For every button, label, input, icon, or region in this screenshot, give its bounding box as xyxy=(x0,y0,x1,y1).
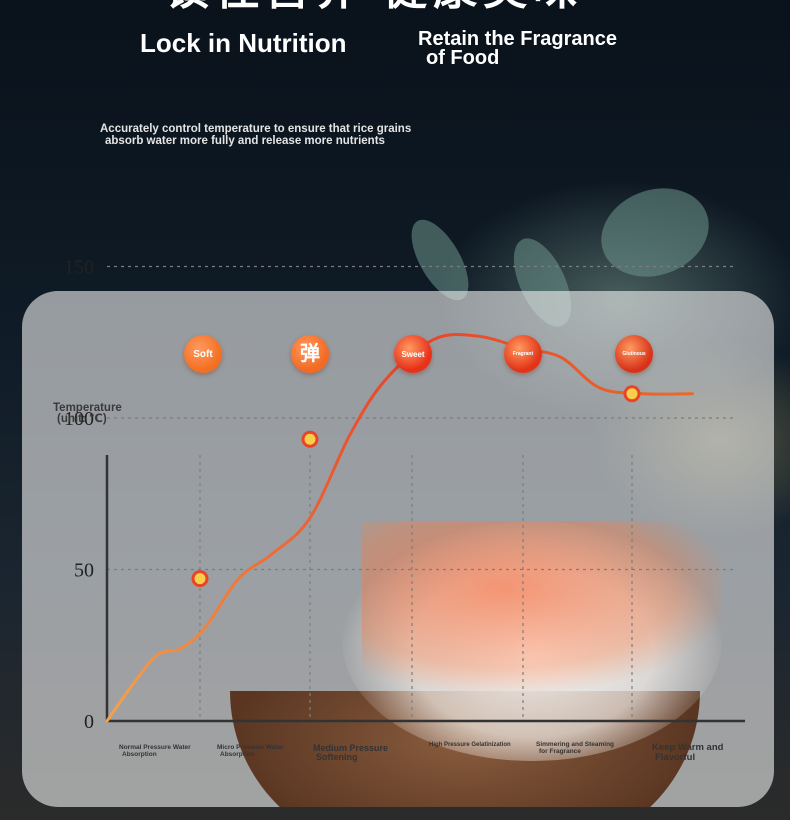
top-title-cropped: 锁住营养 健康美味 xyxy=(165,0,635,10)
description-line-2: absorb water more fully and release more… xyxy=(105,135,385,147)
texture-badge: Fragrant xyxy=(504,335,542,373)
x-stage-label: Micro Pressure Water Absorption xyxy=(217,744,284,758)
texture-badge: Soft xyxy=(184,335,222,373)
x-stage-label-line-2: Absorption xyxy=(122,750,157,758)
x-stage-label: Keep Warm and Flavorful xyxy=(652,743,723,762)
heading-line-1: Retain the Fragrance xyxy=(418,28,617,50)
description: Accurately control temperature to ensure… xyxy=(100,123,520,147)
y-axis-label-line-1: Temperature xyxy=(53,402,122,414)
texture-badge: 弹 xyxy=(291,335,329,373)
data-point xyxy=(626,388,638,400)
y-tick-label: 150 xyxy=(64,257,94,279)
heading-lock-in-nutrition: Lock in Nutrition xyxy=(140,28,347,58)
y-tick-label: 0 xyxy=(84,711,94,733)
x-stage-label-line-1: Medium Pressure xyxy=(313,743,389,753)
x-stage-label-line-2: Absorption xyxy=(220,750,255,758)
temperature-curve xyxy=(105,332,694,723)
data-point xyxy=(194,573,206,585)
x-stage-label-line-1: Micro Pressure Water xyxy=(217,744,284,751)
x-stage-label-line-1: Simmering and Steaming xyxy=(536,741,615,748)
y-tick-label: 100 xyxy=(64,408,94,430)
texture-badge: Sweet xyxy=(394,335,432,373)
x-stage-label-line-1: Normal Pressure Water xyxy=(119,744,191,751)
y-tick-label: 50 xyxy=(74,560,94,582)
x-stage-label: Medium Pressure Softening xyxy=(313,744,388,762)
heat-glow xyxy=(362,521,722,691)
texture-badge: Glutinous xyxy=(615,335,653,373)
y-axis-label-line-2: (unit: ℃) xyxy=(57,413,107,425)
x-stage-label: High Pressure Gelatinization xyxy=(429,742,511,748)
x-stage-label: Simmering and Steaming for Fragrance xyxy=(536,741,615,755)
heading-retain-fragrance: Retain the Fragrance of Food xyxy=(418,28,658,69)
x-stage-label-line-1: Keep Warm and xyxy=(652,742,724,753)
data-point xyxy=(304,433,316,445)
x-stage-label: Normal Pressure Water Absorption xyxy=(119,744,191,758)
y-axis-label: Temperature (unit: ℃) xyxy=(53,402,122,425)
x-stage-label-line-2: Flavorful xyxy=(655,751,696,763)
description-line-1: Accurately control temperature to ensure… xyxy=(100,123,412,135)
heading-line-2: of Food xyxy=(426,47,500,69)
x-stage-label-line-2: for Fragrance xyxy=(539,747,581,755)
x-stage-label-line-1: High Pressure Gelatinization xyxy=(429,742,511,748)
x-stage-label-line-2: Softening xyxy=(316,752,358,762)
